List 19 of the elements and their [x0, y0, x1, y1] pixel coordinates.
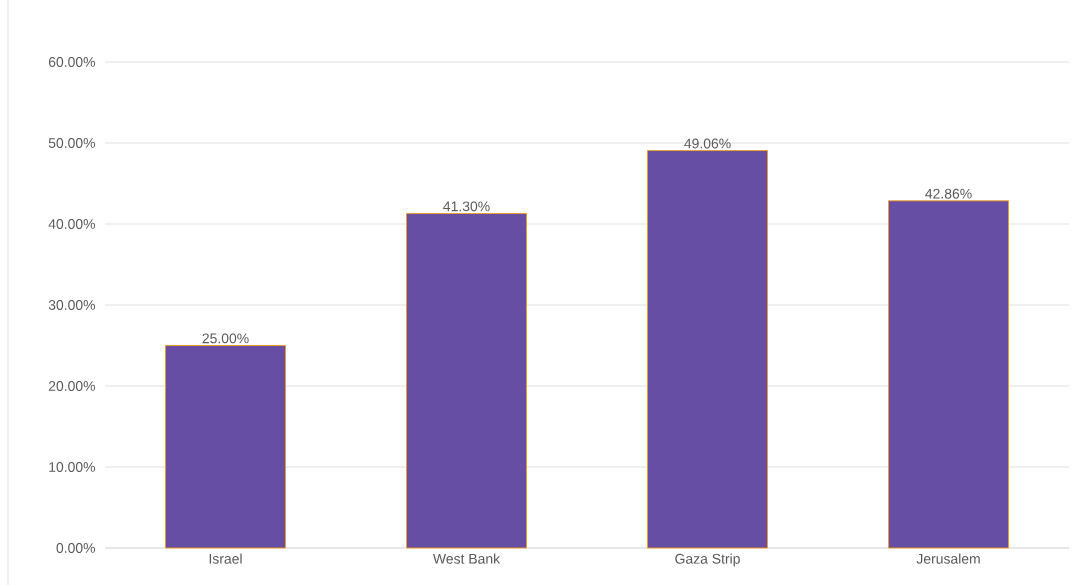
- bar: [165, 345, 286, 549]
- data-label: 41.30%: [443, 201, 490, 212]
- bar: [647, 150, 768, 549]
- data-label: 49.06%: [684, 138, 731, 149]
- y-tick-label: 50.00%: [48, 138, 96, 148]
- y-tick-label: 40.00%: [48, 219, 96, 229]
- x-tick-label: Gaza Strip: [675, 553, 740, 567]
- x-tick-label: Israel: [209, 553, 242, 564]
- x-tick-label: Jerusalem: [916, 553, 980, 564]
- data-label: 25.00%: [202, 333, 249, 344]
- bar: [888, 200, 1009, 549]
- data-label: 42.86%: [925, 188, 972, 199]
- bar: [406, 213, 527, 549]
- y-tick-label: 60.00%: [48, 57, 96, 67]
- y-tick-label: 10.00%: [49, 462, 96, 472]
- y-tick-label: 0.00%: [56, 543, 96, 553]
- x-tick-label: West Bank: [432, 553, 501, 564]
- y-tick-label: 30.00%: [48, 300, 96, 310]
- y-tick-label: 20.00%: [48, 381, 96, 391]
